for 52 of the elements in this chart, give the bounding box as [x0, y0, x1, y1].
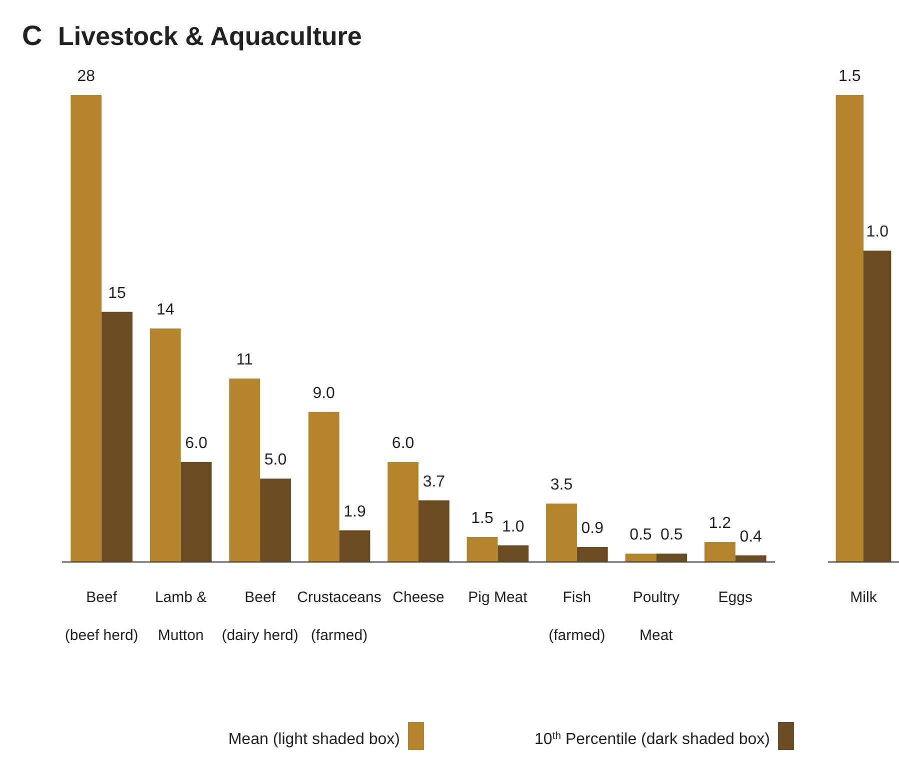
data-label: 15 [108, 284, 126, 302]
data-label: 1.0 [502, 518, 524, 536]
bar [229, 378, 260, 562]
bar [388, 462, 418, 562]
bar [260, 478, 291, 562]
data-label: 9.0 [312, 384, 336, 402]
category-label: Poultry Meat [632, 589, 680, 644]
legend-label: Mean (light shaded box) [228, 731, 400, 748]
x-tick-label: Cheese [392, 589, 444, 606]
bar [418, 500, 450, 562]
bar [576, 546, 608, 562]
x-tick-label: Pig Meat [468, 589, 528, 606]
category-label: Beef (beef herd) [64, 589, 138, 644]
data-label: 1.5 [471, 510, 494, 527]
data-label: 14 [156, 302, 174, 318]
data-label: 0.4 [740, 528, 762, 546]
category-label: Beef (dairy herd) [222, 589, 298, 644]
bar [704, 542, 736, 562]
data-label: 0.5 [630, 526, 652, 544]
category-label: Lamb & Mutton [154, 589, 207, 644]
category-label: Fish (farmed) [548, 589, 606, 644]
bar [625, 554, 656, 562]
data-label: 1.0 [866, 224, 889, 241]
data-label: 6.0 [392, 434, 414, 452]
data-label: 3.5 [550, 476, 573, 494]
data-label: 5.0 [264, 452, 287, 469]
bar [70, 95, 102, 562]
bar [466, 536, 498, 562]
bar [546, 504, 577, 562]
bar [735, 555, 766, 562]
x-tick-label: Milk [850, 589, 878, 606]
bar [102, 312, 133, 562]
data-label: 0.5 [660, 526, 683, 544]
data-label: 6.0 [185, 434, 208, 452]
bar [308, 412, 340, 562]
bar [339, 530, 370, 562]
bar [656, 554, 688, 562]
category-label: Crustaceans (farmed) [297, 589, 382, 644]
data-label: 1.9 [344, 503, 366, 520]
data-label: 0.9 [581, 520, 604, 537]
data-label: 1.2 [708, 514, 732, 532]
data-label: 11 [236, 352, 254, 369]
data-label: 3.7 [422, 473, 446, 490]
legend-label: 10$^{th}$ Percentile (dark shaded box) [534, 730, 770, 748]
bar [498, 545, 529, 562]
data-label: 1.5 [838, 68, 861, 85]
chart-title: Livestock & Aquaculture [58, 21, 362, 51]
bar [150, 328, 181, 562]
data-label: 28 [77, 68, 96, 85]
bar [180, 462, 212, 562]
x-tick-label: Eggs [718, 589, 752, 606]
text: C [22, 20, 42, 51]
